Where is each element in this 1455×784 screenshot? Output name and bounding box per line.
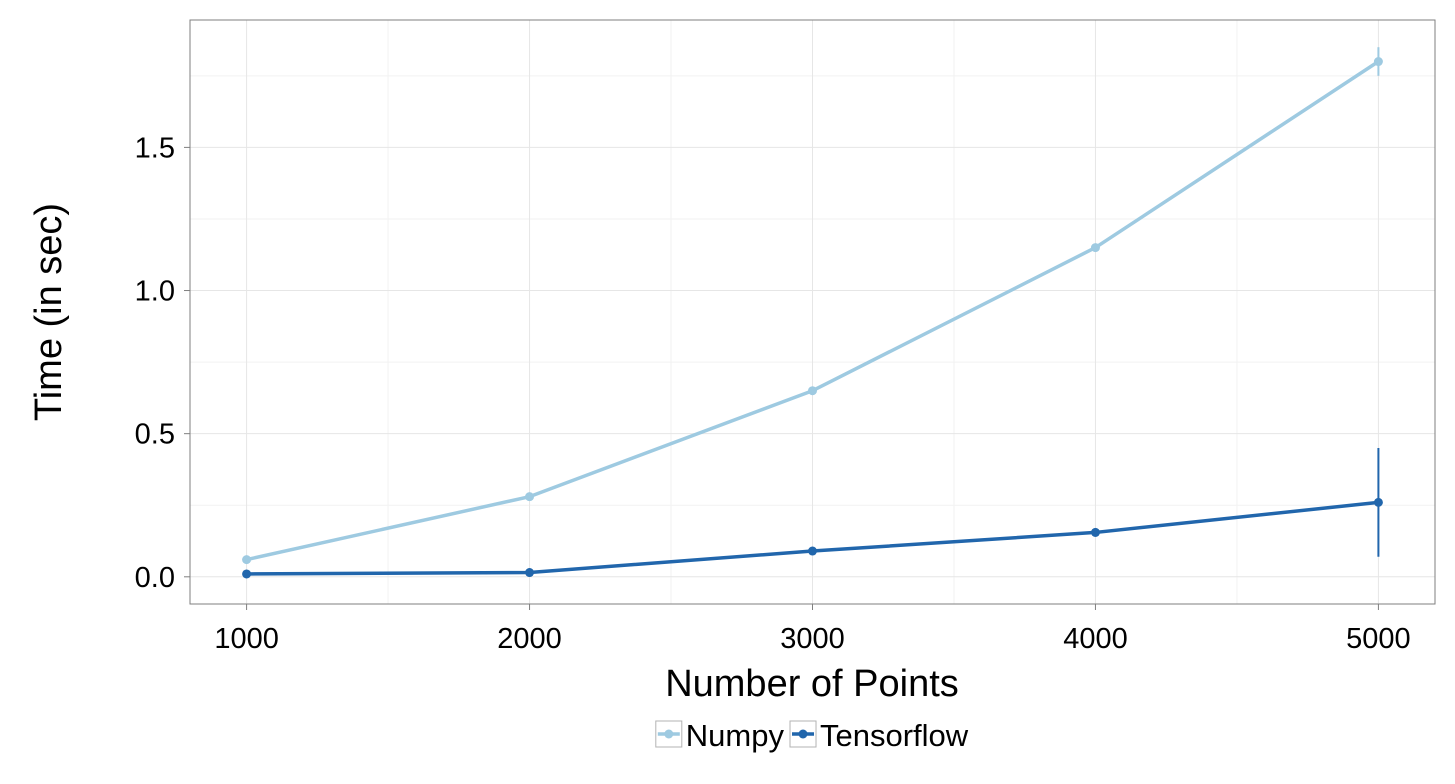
data-point-numpy bbox=[242, 555, 252, 565]
x-axis-title: Number of Points bbox=[665, 663, 959, 705]
data-point-numpy bbox=[525, 492, 535, 502]
x-tick-label: 4000 bbox=[1063, 623, 1128, 655]
data-point-tensorflow bbox=[525, 568, 535, 578]
grid-lines bbox=[190, 20, 1435, 604]
y-tick-label: 1.0 bbox=[135, 276, 175, 308]
x-tick-label: 5000 bbox=[1346, 623, 1411, 655]
data-point-tensorflow bbox=[242, 569, 252, 579]
y-tick-label: 1.5 bbox=[135, 132, 175, 164]
x-tick-label: 1000 bbox=[214, 623, 279, 655]
y-tick-label: 0.5 bbox=[135, 419, 175, 451]
legend-item-numpy: Numpy bbox=[655, 718, 785, 753]
data-point-numpy bbox=[808, 386, 817, 396]
series-numpy bbox=[242, 47, 1383, 565]
series-tensorflow bbox=[242, 447, 1383, 579]
y-tick-label: 0.0 bbox=[135, 562, 175, 594]
legend-key-point bbox=[664, 729, 674, 739]
data-point-numpy bbox=[1090, 243, 1100, 253]
legend-label: Numpy bbox=[686, 718, 785, 753]
series-layer bbox=[242, 47, 1383, 579]
legend-key-point bbox=[798, 729, 808, 739]
y-axis: 0.0 0.5 1.0 1.5 bbox=[135, 132, 190, 594]
y-axis-title: Time (in sec) bbox=[28, 203, 70, 421]
legend: Numpy Tensorflow bbox=[655, 718, 969, 753]
legend-item-tensorflow: Tensorflow bbox=[789, 718, 969, 753]
data-point-tensorflow bbox=[1090, 527, 1100, 537]
x-tick-label: 3000 bbox=[780, 623, 845, 655]
data-point-tensorflow bbox=[1373, 497, 1383, 507]
data-point-tensorflow bbox=[808, 546, 817, 556]
data-point-numpy bbox=[1373, 57, 1383, 67]
x-tick-label: 2000 bbox=[497, 623, 562, 655]
x-axis: 1000 2000 3000 4000 5000 bbox=[214, 604, 1411, 655]
legend-label: Tensorflow bbox=[820, 718, 969, 753]
